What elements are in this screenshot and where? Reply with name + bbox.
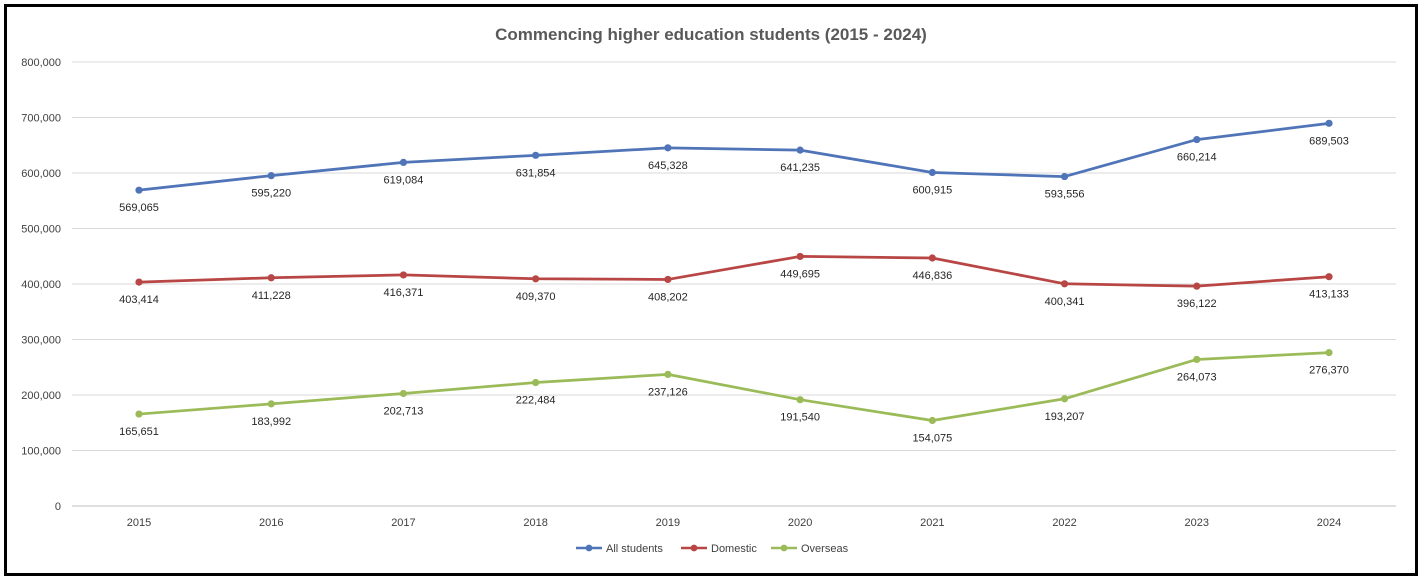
- legend-label-1: Domestic: [711, 543, 757, 555]
- data-point: [135, 410, 143, 418]
- data-point: [399, 158, 408, 167]
- data-point: [267, 400, 275, 408]
- data-point: [1325, 349, 1333, 357]
- data-label: 446,836: [912, 270, 952, 282]
- data-point: [796, 396, 804, 404]
- data-point: [928, 416, 936, 425]
- data-label: 619,084: [384, 174, 424, 186]
- chart-frame: [4, 4, 1418, 576]
- data-point: [532, 275, 540, 283]
- data-label: 193,207: [1045, 411, 1085, 423]
- data-label: 595,220: [251, 188, 291, 200]
- data-label: 403,414: [119, 294, 159, 306]
- series-line-2: [137, 351, 1331, 422]
- data-point: [1193, 355, 1201, 364]
- data-label: 237,126: [648, 386, 688, 398]
- x-tick-label: 2023: [1185, 517, 1209, 529]
- chart-title: Commencing higher education students (20…: [495, 25, 927, 44]
- data-point: [664, 275, 672, 284]
- data-point: [135, 186, 143, 194]
- y-tick-label: 300,000: [21, 335, 61, 347]
- data-label: 154,075: [912, 432, 952, 444]
- data-point: [267, 274, 275, 282]
- series-line-1: [137, 255, 1331, 288]
- x-tick-label: 2020: [788, 517, 812, 529]
- data-point: [399, 389, 408, 398]
- data-label: 449,695: [780, 268, 820, 280]
- x-tick-label: 2024: [1317, 517, 1341, 529]
- data-label: 411,228: [252, 290, 291, 302]
- data-label: 413,133: [1309, 289, 1349, 301]
- x-tick-label: 2015: [127, 517, 151, 529]
- data-label: 600,915: [912, 184, 952, 196]
- x-tick-label: 2018: [523, 517, 547, 529]
- x-tick-label: 2022: [1052, 517, 1076, 529]
- data-point: [796, 146, 804, 154]
- data-label: 689,503: [1309, 135, 1349, 147]
- series-line-0: [137, 121, 1331, 192]
- y-tick-label: 100,000: [21, 446, 61, 458]
- data-point: [928, 168, 936, 177]
- data-label: 165,651: [119, 426, 159, 438]
- data-point: [664, 144, 672, 152]
- data-point: [267, 172, 275, 180]
- x-tick-label: 2016: [259, 517, 283, 529]
- x-tick-label: 2017: [391, 517, 415, 529]
- data-point: [1060, 280, 1069, 288]
- data-label: 641,235: [780, 162, 820, 174]
- data-point: [1325, 119, 1333, 127]
- y-tick-label: 0: [55, 501, 61, 513]
- y-tick-label: 500,000: [21, 224, 61, 236]
- data-point: [796, 252, 804, 261]
- y-tick-label: 700,000: [21, 113, 61, 125]
- data-point: [928, 254, 936, 262]
- data-point: [399, 271, 408, 279]
- x-tick-label: 2021: [920, 517, 944, 529]
- data-label: 645,328: [648, 160, 688, 172]
- y-tick-label: 800,000: [21, 57, 61, 69]
- data-label: 400,341: [1045, 296, 1085, 308]
- data-point: [1193, 135, 1201, 144]
- y-tick-label: 400,000: [21, 279, 61, 291]
- data-label: 264,073: [1177, 371, 1217, 383]
- y-tick-label: 200,000: [21, 390, 61, 402]
- data-point: [1193, 282, 1201, 290]
- legend-label-0: All students: [606, 543, 663, 555]
- data-label: 569,065: [119, 202, 159, 214]
- data-label: 409,370: [516, 291, 556, 303]
- data-label: 183,992: [251, 416, 291, 428]
- data-label: 660,214: [1177, 152, 1217, 164]
- legend-marker-0: [585, 544, 593, 552]
- legend-marker-2: [780, 544, 788, 552]
- data-point: [1060, 395, 1069, 403]
- data-label: 202,713: [384, 405, 424, 417]
- data-point: [664, 370, 672, 378]
- data-label: 222,484: [516, 395, 556, 407]
- data-point: [1060, 172, 1069, 181]
- y-tick-label: 600,000: [21, 168, 61, 180]
- data-label: 396,122: [1177, 298, 1217, 310]
- data-point: [532, 378, 540, 387]
- data-point: [532, 151, 540, 159]
- data-point: [1325, 273, 1333, 281]
- data-label: 631,854: [516, 167, 556, 179]
- legend-label-2: Overseas: [801, 543, 849, 555]
- data-label: 416,371: [384, 287, 424, 299]
- legend-marker-1: [690, 544, 698, 552]
- data-point: [135, 278, 143, 286]
- data-label: 408,202: [648, 291, 688, 303]
- data-label: 593,556: [1045, 189, 1085, 201]
- data-label: 276,370: [1309, 365, 1349, 377]
- x-tick-label: 2019: [656, 517, 680, 529]
- data-label: 191,540: [780, 412, 820, 424]
